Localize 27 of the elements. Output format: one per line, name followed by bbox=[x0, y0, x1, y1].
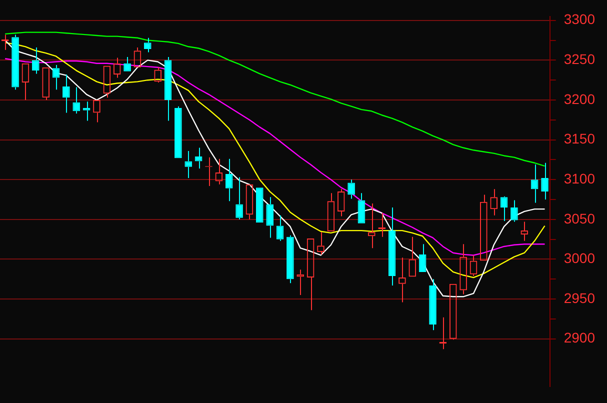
y-tick-label: 3250 bbox=[564, 51, 596, 68]
candlestick bbox=[541, 162, 548, 200]
y-tick-label: 3050 bbox=[564, 210, 596, 226]
candlestick bbox=[174, 106, 182, 158]
candlestick bbox=[164, 56, 172, 122]
candlestick bbox=[358, 192, 366, 224]
y-tick-label: 3300 bbox=[564, 11, 596, 28]
candlestick bbox=[225, 158, 233, 202]
candlestick bbox=[12, 34, 19, 90]
y-tick-label: 2900 bbox=[564, 330, 596, 346]
candlestick bbox=[266, 196, 274, 238]
candlestick bbox=[418, 244, 426, 272]
y-tick-label: 3000 bbox=[564, 250, 596, 266]
candlestick bbox=[276, 214, 284, 242]
candlestick bbox=[236, 176, 243, 220]
candlestick bbox=[388, 206, 396, 286]
candlestick bbox=[52, 64, 60, 90]
y-tick-label: 3100 bbox=[564, 170, 596, 186]
candlestick bbox=[184, 150, 192, 179]
y-tick-label: 3150 bbox=[564, 130, 596, 147]
candlestick bbox=[510, 200, 518, 222]
candlestick bbox=[429, 278, 436, 331]
candlestick bbox=[82, 101, 90, 122]
y-tick-label: 3200 bbox=[564, 90, 596, 107]
candlestick bbox=[194, 147, 202, 169]
candlestick bbox=[286, 234, 294, 284]
y-tick-label: 2950 bbox=[564, 290, 596, 306]
